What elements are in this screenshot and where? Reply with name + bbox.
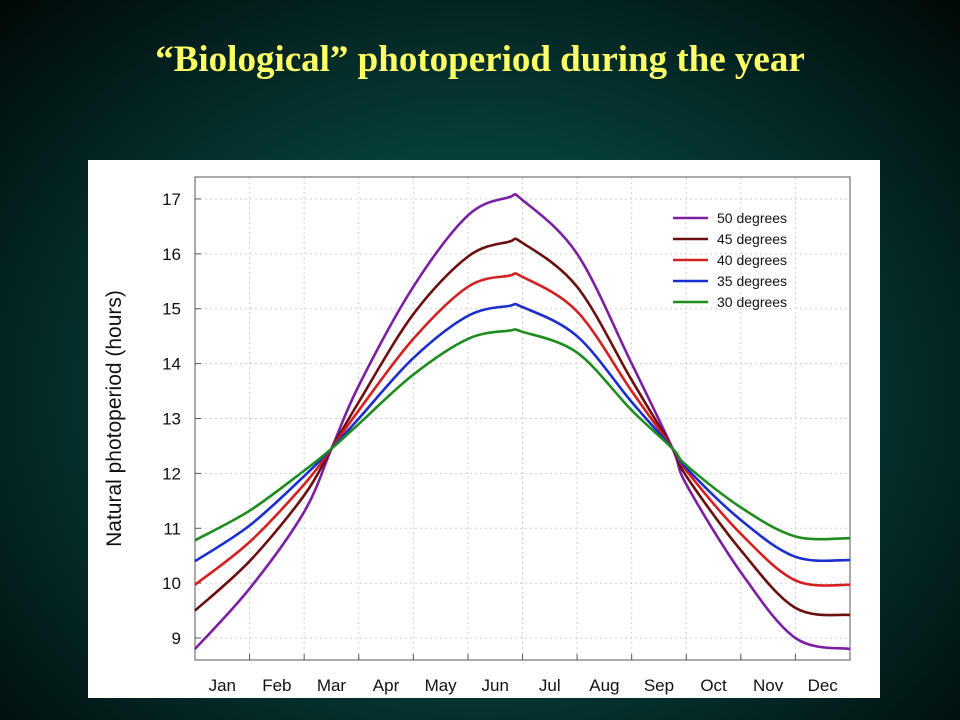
x-tick-label: Mar	[317, 676, 347, 695]
legend-label: 35 degrees	[717, 273, 787, 289]
y-tick-label: 17	[162, 190, 181, 209]
x-tick-label: Nov	[753, 676, 784, 695]
photoperiod-chart: 9 10 11 12 13 14 15 16 17 Jan Feb Mar Apr May Jun Jul A…	[103, 176, 851, 695]
y-tick-label: 11	[163, 519, 181, 538]
x-tick-label: Jun	[481, 676, 508, 695]
y-tick-label: 16	[162, 245, 181, 264]
y-axis: 9 10 11 12 13 14 15 16 17	[162, 190, 201, 648]
y-tick-label: 10	[162, 574, 181, 593]
legend-label: 45 degrees	[717, 231, 787, 247]
y-tick-label: 13	[162, 410, 181, 429]
x-tick-label: Sep	[644, 676, 674, 695]
x-tick-label: Aug	[589, 676, 619, 695]
x-tick-label: Dec	[808, 676, 839, 695]
series-line	[194, 328, 851, 542]
series-line	[194, 302, 851, 563]
chart-figure: 9 10 11 12 13 14 15 16 17 Jan Feb Mar Apr May Jun Jul A…	[88, 160, 880, 698]
y-tick-label: 14	[162, 355, 181, 374]
x-tick-label: Jan	[209, 676, 236, 695]
legend-label: 40 degrees	[717, 252, 787, 268]
x-tick-label: Oct	[700, 676, 727, 695]
y-tick-label: 9	[172, 629, 181, 648]
slide-title: “Biological” photoperiod during the year	[155, 39, 805, 80]
legend-label: 30 degrees	[717, 294, 787, 310]
series-line	[194, 237, 851, 617]
y-axis-title: Natural photoperiod (hours)	[103, 290, 126, 547]
y-tick-label: 15	[162, 300, 181, 319]
legend: 50 degrees 45 degrees 40 degrees 35 degrees…	[673, 210, 787, 310]
series-line	[194, 192, 851, 651]
x-tick-label: Feb	[262, 676, 291, 695]
x-tick-label: Apr	[373, 676, 400, 695]
y-tick-label: 12	[162, 464, 181, 483]
x-axis: Jan Feb Mar Apr May Jun Jul Aug Sep Oct Nov Dec	[194, 654, 851, 695]
legend-label: 50 degrees	[717, 210, 787, 226]
x-tick-label: May	[425, 676, 458, 695]
x-tick-label: Jul	[539, 676, 561, 695]
series-line	[194, 272, 851, 587]
series-lines	[194, 192, 851, 651]
